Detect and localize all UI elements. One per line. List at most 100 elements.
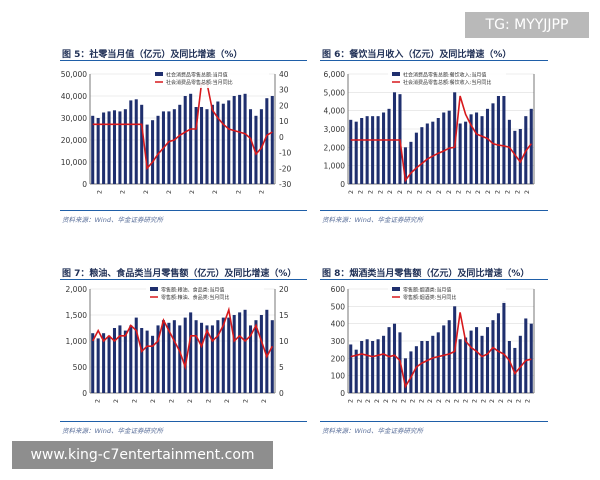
bar bbox=[513, 130, 517, 184]
bar bbox=[431, 121, 435, 184]
x-tick-label: 2 bbox=[112, 399, 120, 403]
bar bbox=[172, 109, 176, 184]
bar bbox=[205, 109, 209, 184]
x-tick-label: 2 bbox=[142, 190, 150, 194]
panel-3-source: 资料来源：Wind、华金证券研究所 bbox=[62, 427, 163, 435]
bar bbox=[409, 141, 413, 184]
x-tick-label: 2 bbox=[234, 190, 242, 194]
y-right-tick-label: 40 bbox=[279, 70, 289, 79]
x-tick-label: 2 bbox=[376, 190, 384, 194]
bar bbox=[469, 330, 473, 393]
bar bbox=[140, 328, 144, 393]
y-left-tick-label: 600 bbox=[331, 285, 346, 294]
bar bbox=[156, 325, 160, 393]
x-tick-label: 2 bbox=[506, 399, 514, 403]
bar bbox=[529, 323, 533, 393]
x-tick-label: 2 bbox=[211, 190, 219, 194]
y-right-tick-label: 0 bbox=[279, 133, 284, 142]
bar bbox=[167, 111, 171, 184]
bar bbox=[172, 320, 176, 393]
bar bbox=[243, 93, 247, 184]
panel-2-source-rule bbox=[320, 210, 548, 211]
bar bbox=[118, 111, 122, 184]
series-line bbox=[350, 312, 532, 389]
bar bbox=[112, 110, 117, 184]
bar bbox=[507, 341, 511, 393]
bar bbox=[431, 335, 435, 393]
bar bbox=[376, 116, 380, 184]
bar bbox=[200, 107, 204, 184]
y-right-tick-label: 0 bbox=[279, 389, 284, 398]
x-tick-label: 2 bbox=[391, 399, 399, 403]
y-right-tick-label: -20 bbox=[279, 164, 291, 173]
bar bbox=[392, 323, 397, 393]
bar bbox=[210, 104, 214, 184]
bar bbox=[254, 115, 258, 184]
bar bbox=[518, 335, 522, 393]
x-tick-label: 2 bbox=[186, 399, 194, 403]
x-tick-label: 2 bbox=[346, 399, 354, 403]
x-tick-label: 2 bbox=[435, 399, 443, 403]
legend-swatch-bar bbox=[392, 72, 400, 76]
bar bbox=[265, 98, 269, 184]
y-left-tick-label: 3,000 bbox=[324, 125, 346, 134]
watermark-top: TG: MYYJJPP bbox=[465, 12, 589, 38]
bar bbox=[518, 129, 522, 184]
x-tick-label: 2 bbox=[474, 190, 482, 194]
x-tick-label: 2 bbox=[93, 399, 101, 403]
bar bbox=[480, 116, 484, 184]
bar bbox=[392, 92, 397, 184]
bar bbox=[409, 351, 413, 393]
x-tick-label: 2 bbox=[515, 399, 523, 403]
legend-background bbox=[146, 285, 264, 303]
y-left-tick-label: 500 bbox=[331, 302, 346, 311]
bar bbox=[502, 96, 506, 184]
bar bbox=[123, 330, 127, 393]
bar bbox=[354, 121, 358, 184]
bar bbox=[365, 339, 369, 393]
bar bbox=[96, 118, 100, 184]
y-left-tick-label: 100 bbox=[331, 372, 346, 381]
chart-3: 0 500 1,000 1,500 2,000 0 5 10 15 20 2 2 2 2 2 2 2 2 2 2 零售额… bbox=[66, 285, 289, 403]
y-left-tick-label: 200 bbox=[331, 354, 346, 363]
y-left-tick-label: 1,000 bbox=[66, 337, 88, 346]
bar bbox=[200, 322, 204, 393]
bar bbox=[216, 101, 220, 184]
bar bbox=[167, 322, 171, 393]
bar bbox=[475, 327, 479, 393]
panel-1-title: 图 5：社零当月值（亿元）及同比增速（%） bbox=[62, 50, 243, 60]
bar bbox=[145, 124, 149, 184]
x-tick-label: 2 bbox=[488, 399, 496, 403]
x-tick-label: 2 bbox=[494, 190, 502, 194]
bar bbox=[259, 315, 263, 393]
bar bbox=[349, 344, 353, 393]
bar bbox=[496, 96, 500, 184]
bar bbox=[387, 327, 391, 393]
bar bbox=[436, 332, 440, 393]
bar bbox=[403, 147, 407, 184]
panel-1-rule bbox=[60, 60, 307, 61]
bar bbox=[425, 123, 429, 184]
bar bbox=[453, 92, 457, 184]
bar bbox=[436, 118, 440, 184]
x-tick-label: 2 bbox=[373, 399, 381, 403]
y-right-tick-label: -10 bbox=[279, 149, 291, 158]
bar bbox=[442, 325, 446, 393]
x-tick-label: 2 bbox=[396, 190, 404, 194]
bar bbox=[102, 333, 106, 393]
bar bbox=[464, 337, 468, 393]
y-left-tick-label: 40,000 bbox=[61, 92, 87, 101]
bar bbox=[123, 109, 127, 184]
bar bbox=[371, 341, 375, 393]
bar bbox=[254, 320, 258, 393]
bar bbox=[248, 109, 253, 184]
bar bbox=[129, 100, 133, 184]
y-right-tick-label: 20 bbox=[279, 285, 289, 294]
bar bbox=[371, 116, 375, 184]
series-line bbox=[91, 306, 274, 371]
y-left-tick-label: 300 bbox=[331, 337, 346, 346]
legend-swatch-bar bbox=[392, 287, 400, 291]
bar bbox=[524, 318, 528, 393]
bar bbox=[91, 115, 95, 184]
